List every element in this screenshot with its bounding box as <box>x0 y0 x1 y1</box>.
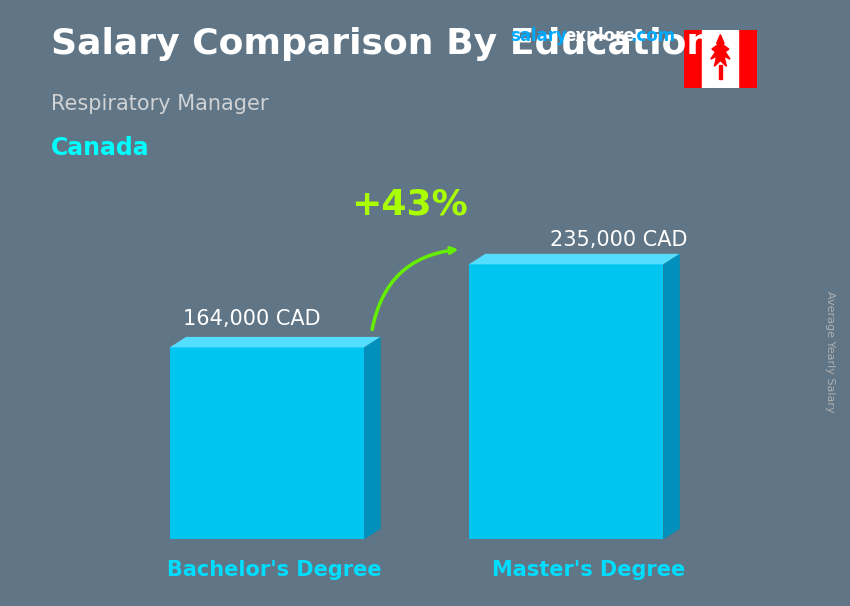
Text: explorer: explorer <box>564 27 643 45</box>
Polygon shape <box>170 337 381 347</box>
Text: .com: .com <box>631 27 676 45</box>
Text: Average Yearly Salary: Average Yearly Salary <box>825 291 836 412</box>
Polygon shape <box>364 337 381 539</box>
Bar <box>739 30 756 88</box>
Bar <box>684 30 702 88</box>
Text: Respiratory Manager: Respiratory Manager <box>51 94 269 114</box>
Text: +43%: +43% <box>351 188 468 222</box>
Polygon shape <box>469 254 680 264</box>
Polygon shape <box>170 347 364 539</box>
Text: Bachelor's Degree: Bachelor's Degree <box>167 561 382 581</box>
Polygon shape <box>469 264 663 539</box>
Text: Canada: Canada <box>51 136 150 161</box>
Bar <box>719 65 722 79</box>
Text: Salary Comparison By Education: Salary Comparison By Education <box>51 27 712 61</box>
Text: 235,000 CAD: 235,000 CAD <box>550 230 687 250</box>
Text: 164,000 CAD: 164,000 CAD <box>183 308 320 328</box>
Polygon shape <box>711 35 730 66</box>
Polygon shape <box>663 254 680 539</box>
Bar <box>702 30 739 88</box>
Text: Master's Degree: Master's Degree <box>492 561 685 581</box>
Text: salary: salary <box>510 27 567 45</box>
